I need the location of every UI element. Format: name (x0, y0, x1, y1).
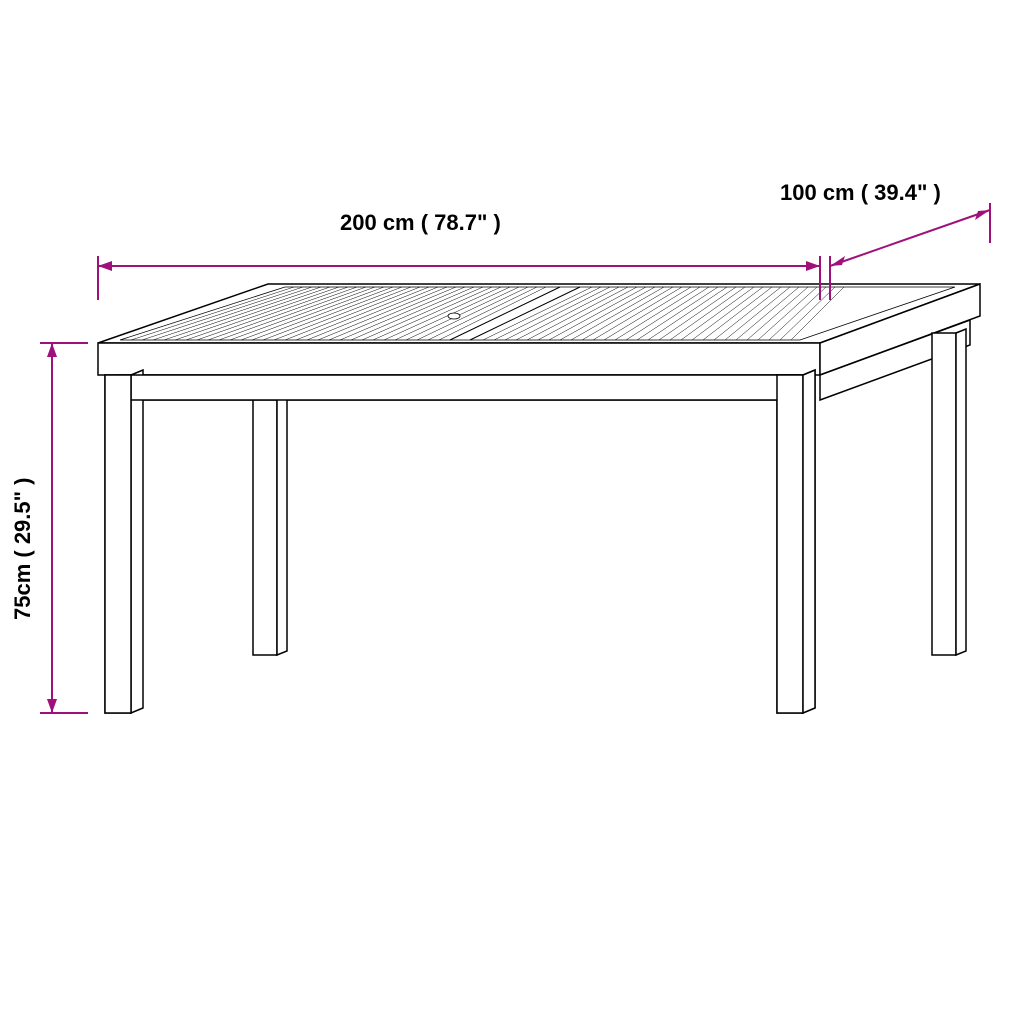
umbrella-hole (448, 313, 460, 319)
dimension-lines (40, 203, 990, 713)
leg-back-left (253, 396, 287, 655)
height-label: 75cm ( 29.5" ) (10, 477, 35, 620)
leg-back-right (932, 329, 966, 655)
depth-label: 100 cm ( 39.4" ) (780, 180, 941, 205)
tabletop-front-edge (98, 343, 820, 375)
dimension-diagram: 200 cm ( 78.7" ) 100 cm ( 39.4" ) 75cm (… (0, 0, 1024, 1024)
dim-height (40, 343, 88, 713)
table-drawing (98, 284, 980, 713)
width-label: 200 cm ( 78.7" ) (340, 210, 501, 235)
